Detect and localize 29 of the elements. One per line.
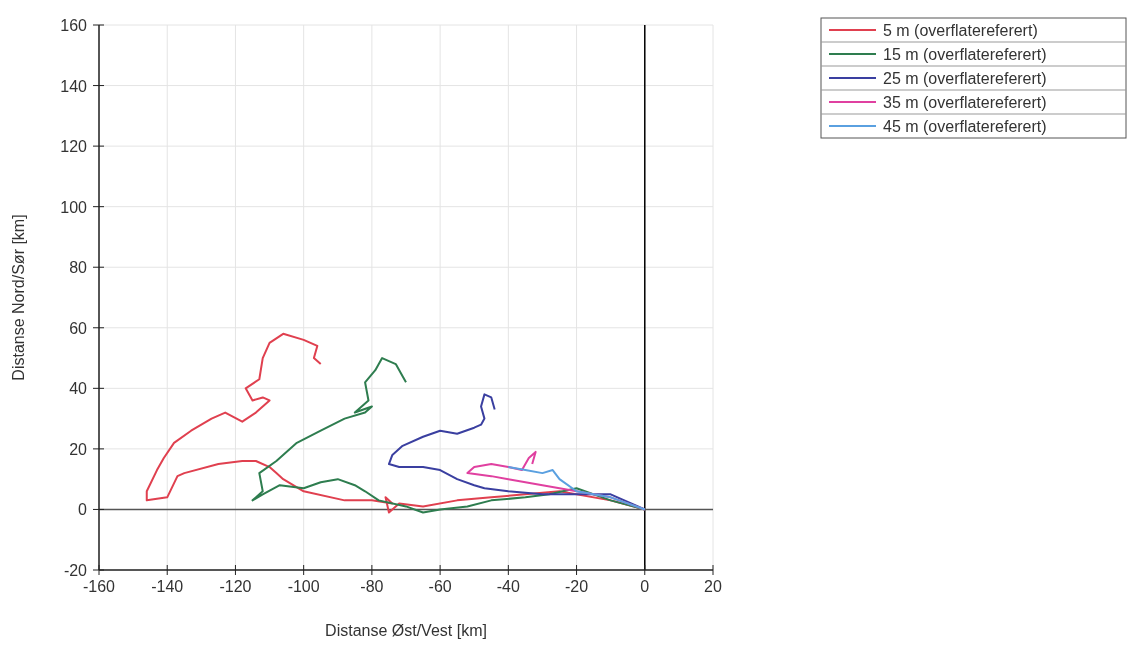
y-tick-label: 0 — [78, 501, 88, 519]
x-tick-label: -140 — [151, 578, 184, 595]
legend-label: 5 m (overflatereferert) — [883, 22, 1038, 39]
y-tick-label: 80 — [69, 259, 88, 277]
x-tick-label: -160 — [82, 578, 116, 595]
x-tick-label: -20 — [564, 578, 589, 595]
x-tick-label: -120 — [219, 578, 252, 595]
legend-label: 15 m (overflatereferert) — [883, 46, 1047, 63]
legend-label: 45 m (overflatereferert) — [883, 118, 1047, 135]
y-tick-label: 60 — [69, 319, 88, 337]
y-tick-label: 40 — [69, 380, 88, 398]
x-tick-label: -60 — [428, 578, 452, 595]
y-tick-label: 140 — [60, 77, 88, 95]
line-series — [387, 393, 646, 511]
legend-label: 35 m (overflatereferert) — [883, 94, 1047, 111]
x-axis-title: Distanse Øst/Vest [km] — [325, 622, 487, 639]
y-tick-label: 100 — [60, 198, 88, 216]
x-tick-label: -40 — [496, 578, 520, 595]
x-tick-label: 20 — [704, 578, 722, 595]
y-tick-label: 160 — [60, 17, 88, 34]
y-tick-label: 20 — [69, 440, 88, 458]
x-tick-label: 0 — [640, 578, 650, 595]
x-tick-label: -100 — [287, 578, 320, 595]
y-axis-title: Distanse Nord/Sør [km] — [10, 214, 27, 381]
x-tick-label: -80 — [360, 578, 384, 595]
line-series — [507, 466, 646, 511]
legend-label: 25 m (overflatereferert) — [883, 70, 1047, 87]
y-tick-label: 120 — [60, 138, 88, 156]
y-tick-label: -20 — [63, 562, 88, 579]
